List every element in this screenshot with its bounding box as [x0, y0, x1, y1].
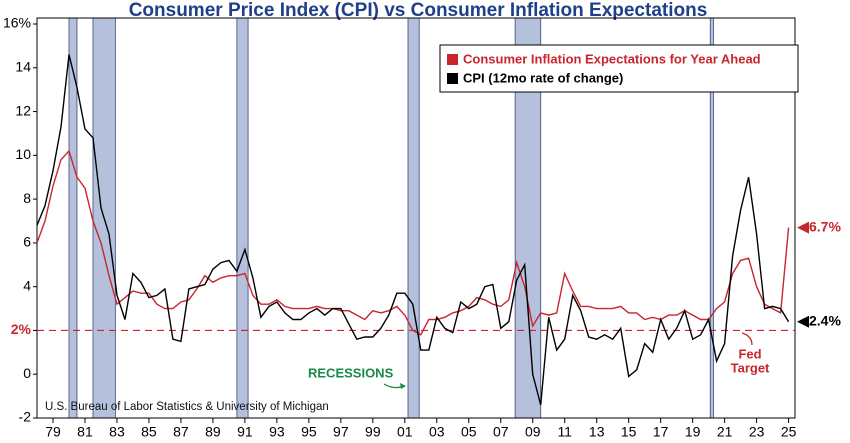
legend-box [439, 44, 799, 93]
legend-swatch [447, 73, 458, 84]
y-tick-label: 10 [15, 146, 31, 162]
fed-target-label: Target [731, 360, 770, 375]
recession-band [68, 17, 78, 419]
x-tick-label: 13 [589, 424, 605, 440]
y-tick-label: -2 [19, 409, 32, 425]
latest-label: 2.4% [809, 312, 841, 328]
x-tick-label: 95 [301, 424, 317, 440]
chart-title: Consumer Price Index (CPI) vs Consumer I… [129, 0, 708, 21]
legend-swatch [447, 54, 458, 65]
x-tick-label: 19 [685, 424, 701, 440]
latest-marker [797, 315, 809, 328]
x-tick-label: 07 [493, 424, 509, 440]
x-tick-label: 03 [429, 424, 445, 440]
fed-target-label: Fed [738, 346, 761, 361]
legend-label: CPI (12mo rate of change) [463, 70, 623, 85]
y-tick-label: 0 [23, 365, 31, 381]
legend-label: Consumer Inflation Expectations for Year… [463, 51, 761, 66]
x-tick-label: 01 [397, 424, 413, 440]
recessions-arrowhead [400, 383, 406, 389]
fed-target-arrow [741, 332, 753, 346]
x-tick-label: 97 [333, 424, 349, 440]
x-tick-label: 23 [749, 424, 765, 440]
y-tick-label: 8 [23, 190, 31, 206]
latest-label: 6.7% [809, 218, 841, 234]
series-line [36, 54, 790, 406]
recession-band [407, 17, 420, 419]
x-tick-label: 89 [205, 424, 221, 440]
x-tick-label: 05 [461, 424, 477, 440]
y-tick-label: 16% [3, 15, 31, 31]
x-tick-label: 79 [45, 424, 61, 440]
y-tick-label: 6 [23, 234, 31, 250]
recessions-label: RECESSIONS [308, 365, 394, 380]
x-tick-label: 21 [717, 424, 733, 440]
x-tick-label: 91 [237, 424, 253, 440]
y-tick-label: 2% [11, 321, 32, 337]
x-tick-label: 99 [365, 424, 381, 440]
x-tick-label: 81 [77, 424, 93, 440]
x-tick-label: 85 [141, 424, 157, 440]
y-tick-label: 4 [23, 277, 31, 293]
plot-frame [36, 17, 796, 419]
source-note: U.S. Bureau of Labor Statistics & Univer… [45, 401, 329, 413]
y-tick-label: 14 [15, 58, 31, 74]
x-tick-label: 87 [173, 424, 189, 440]
x-tick-label: 11 [557, 424, 572, 440]
y-tick-label: 12 [15, 102, 31, 118]
x-tick-label: 93 [269, 424, 285, 440]
series-line [36, 149, 790, 336]
x-tick-label: 09 [525, 424, 541, 440]
latest-marker [797, 221, 809, 234]
x-tick-label: 17 [653, 424, 669, 440]
x-tick-label: 15 [621, 424, 637, 440]
recession-band [236, 17, 249, 419]
x-tick-label: 83 [109, 424, 125, 440]
x-tick-label: 25 [781, 424, 797, 440]
